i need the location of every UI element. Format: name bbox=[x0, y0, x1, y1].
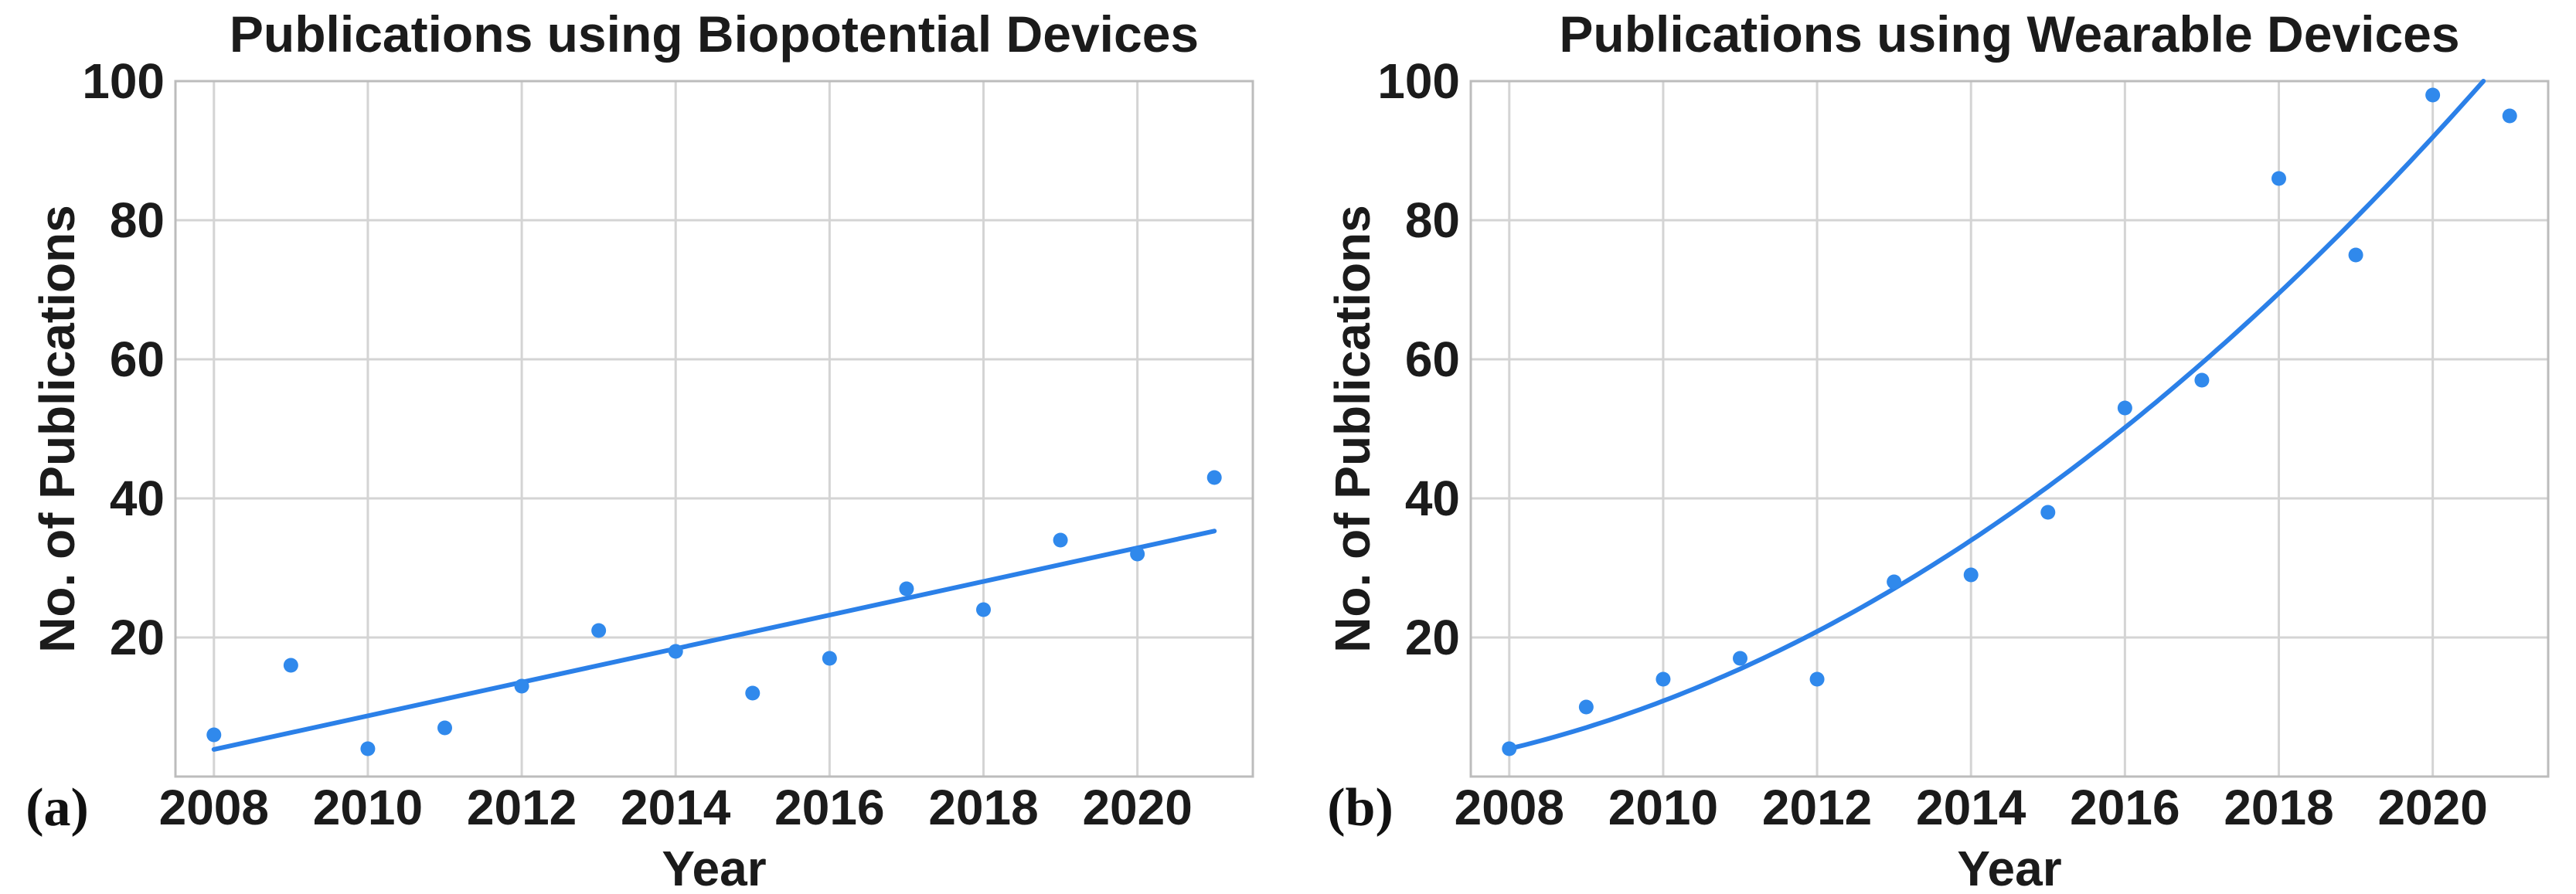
x-tick-label: 2020 bbox=[1082, 780, 1193, 835]
chart-title: Publications using Biopotential Devices bbox=[229, 5, 1200, 63]
x-tick-label: 2020 bbox=[2377, 780, 2488, 835]
data-point bbox=[360, 741, 376, 756]
data-point bbox=[1733, 651, 1747, 666]
y-tick-label: 100 bbox=[1377, 53, 1460, 109]
x-tick-label: 2012 bbox=[466, 780, 577, 835]
data-point bbox=[437, 720, 452, 736]
y-tick-label: 80 bbox=[109, 192, 165, 248]
panel-label-b: (b) bbox=[1327, 778, 1393, 838]
y-tick-label: 20 bbox=[109, 610, 165, 665]
x-tick-label: 2012 bbox=[1761, 780, 1873, 835]
data-point bbox=[1130, 546, 1145, 562]
x-tick-label: 2018 bbox=[2224, 780, 2334, 835]
x-tick-label: 2014 bbox=[1916, 780, 2026, 835]
y-tick-label: 100 bbox=[82, 53, 165, 109]
data-point bbox=[1963, 567, 1979, 583]
trend-line bbox=[211, 529, 1217, 752]
data-point bbox=[1502, 741, 1517, 756]
x-axis-label: Year bbox=[662, 841, 767, 894]
plot-area bbox=[1469, 79, 2550, 778]
x-tick-label: 2008 bbox=[158, 780, 269, 835]
y-tick-label: 40 bbox=[109, 471, 165, 526]
y-axis-label: No. of Publications bbox=[1325, 205, 1380, 653]
scatter-plot-wearable bbox=[1469, 79, 2550, 778]
data-point bbox=[206, 727, 222, 743]
data-point bbox=[283, 658, 298, 673]
scatter-plot-biopotential bbox=[174, 80, 1254, 778]
plot-border bbox=[174, 80, 1254, 778]
data-point bbox=[2348, 247, 2363, 263]
panel-label-a: (a) bbox=[26, 778, 89, 838]
trend-curve bbox=[1506, 79, 2486, 751]
data-point bbox=[514, 678, 529, 694]
data-point bbox=[822, 651, 837, 666]
data-point bbox=[1053, 532, 1068, 548]
y-tick-label: 20 bbox=[1404, 610, 1460, 665]
y-tick-label: 60 bbox=[109, 331, 165, 387]
y-tick-label: 40 bbox=[1404, 471, 1460, 526]
y-axis-label: No. of Publications bbox=[29, 205, 85, 653]
y-tick-label: 60 bbox=[1404, 331, 1460, 387]
x-tick-label: 2018 bbox=[928, 780, 1039, 835]
data-point bbox=[2502, 108, 2517, 124]
data-point bbox=[2117, 400, 2132, 416]
data-point bbox=[2194, 372, 2210, 388]
x-axis-label: Year bbox=[1957, 841, 2062, 894]
data-point bbox=[668, 644, 683, 659]
data-point bbox=[1656, 671, 1671, 687]
data-point bbox=[1206, 470, 1222, 485]
y-tick-label: 80 bbox=[1404, 192, 1460, 248]
data-point bbox=[745, 685, 761, 701]
x-tick-label: 2010 bbox=[312, 780, 424, 835]
plot-area bbox=[174, 80, 1254, 778]
x-tick-label: 2010 bbox=[1608, 780, 1719, 835]
x-tick-label: 2016 bbox=[774, 780, 885, 835]
data-point bbox=[1578, 699, 1594, 715]
data-point bbox=[2271, 171, 2286, 186]
plot-border bbox=[1469, 80, 2550, 778]
data-point bbox=[1809, 671, 1825, 687]
data-point bbox=[591, 623, 607, 638]
data-point bbox=[2040, 505, 2056, 520]
x-tick-label: 2008 bbox=[1454, 780, 1564, 835]
data-point bbox=[1887, 574, 1902, 590]
x-tick-label: 2014 bbox=[621, 780, 731, 835]
data-point bbox=[2425, 87, 2441, 103]
x-tick-label: 2016 bbox=[2070, 780, 2180, 835]
chart-title: Publications using Wearable Devices bbox=[1559, 5, 2460, 63]
data-point bbox=[899, 581, 914, 597]
data-point bbox=[976, 602, 991, 617]
